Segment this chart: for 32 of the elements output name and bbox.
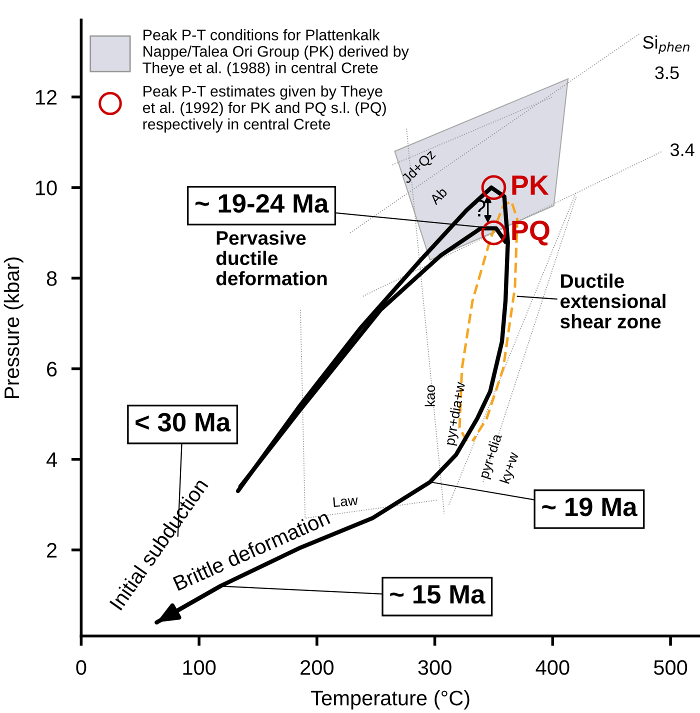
annotation: Ductile extensional shear zone [560, 274, 666, 328]
annotation: Si$_{phen}$ [643, 35, 690, 54]
annotation: PK [512, 176, 549, 195]
annotation: Law [333, 495, 358, 508]
y-tick-label: 10 [36, 180, 57, 196]
annotation: ~ 19 Ma [542, 498, 638, 516]
legend-label: Peak P-T estimates given by Theye et al. (1992) for PK and PQ s.l. (PQ) respectively in central Crete [142, 85, 386, 133]
x-tick-label: 500 [654, 660, 688, 675]
x-tick-label: 400 [536, 660, 570, 675]
annotation: pyr+dia+w [444, 381, 468, 446]
y-tick-label: 4 [46, 452, 57, 467]
x-tick-label: 200 [300, 660, 334, 675]
annotation: PQ [512, 220, 550, 246]
x-tick-label: 100 [183, 660, 216, 675]
annotation: ~ 15 Ma [390, 585, 486, 604]
annotation: Pervasive ductile deformation [216, 230, 327, 286]
y-tick-label: 6 [47, 362, 57, 376]
annotation: < 30 Ma [136, 412, 231, 432]
annotation: ~ 19-24 Ma [195, 194, 329, 213]
x-tick-label: 300 [418, 660, 452, 675]
annotation: ky+w [499, 451, 522, 485]
legend-label: Peak P-T conditions for Plattenkalk Nappe/Talea Ori Group (PK) derived by Theye et al. (1988) in central Crete [142, 29, 409, 76]
annotation: kao [424, 385, 435, 406]
x-tick-label: 0 [76, 660, 86, 675]
y-axis-title: Pressure (kbar) [4, 257, 24, 398]
annotation: 3.5 [655, 66, 679, 80]
y-tick-label: 2 [47, 542, 57, 558]
annotation: 3.4 [670, 143, 694, 156]
x-axis-title: Temperature (°C) [311, 690, 470, 710]
y-tick-label: 12 [36, 90, 57, 105]
annotation: Ab [428, 186, 448, 206]
y-tick-label: 8 [46, 271, 57, 286]
